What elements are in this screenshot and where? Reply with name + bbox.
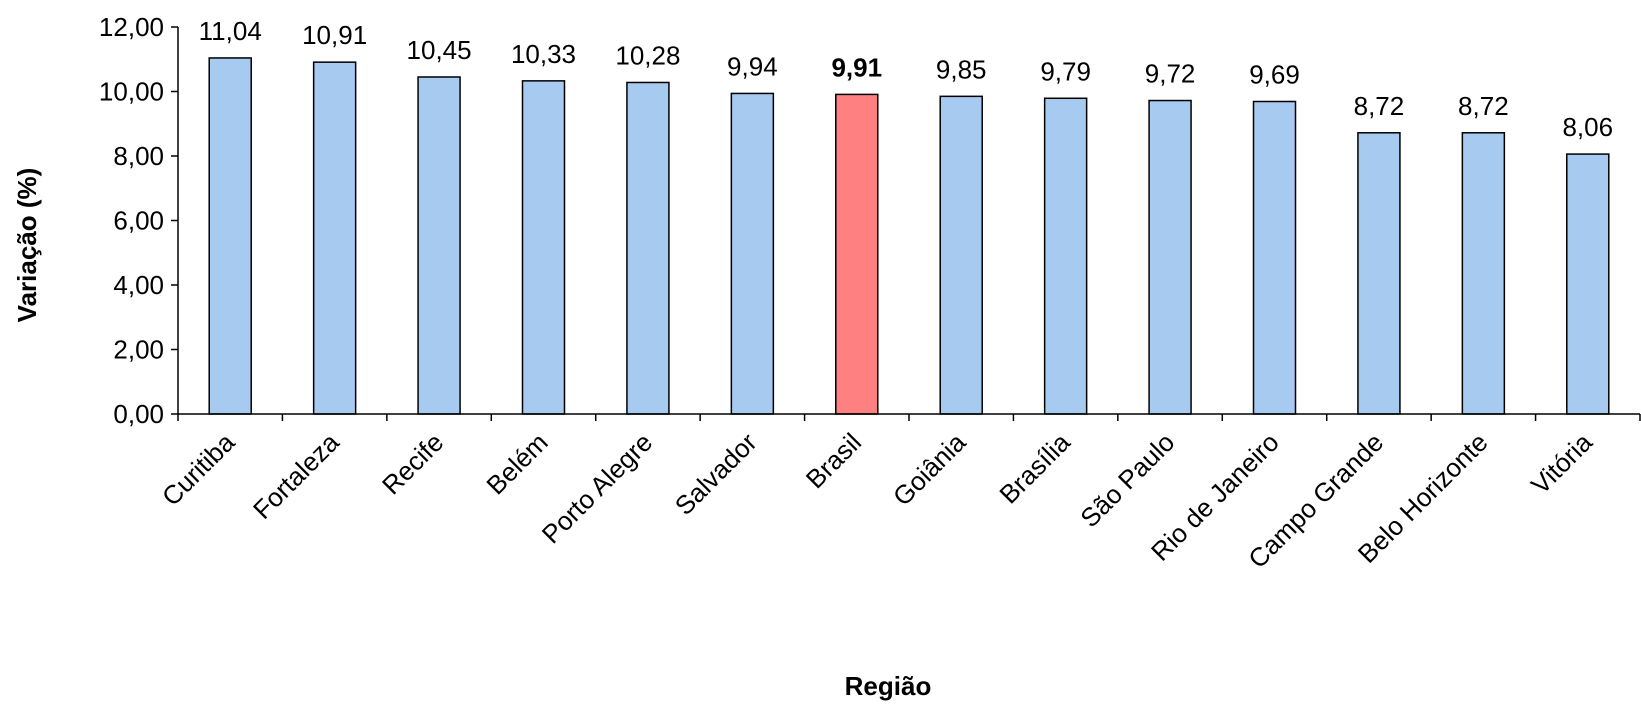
value-label: 9,69 [1249, 59, 1300, 89]
y-tick-label: 12,00 [99, 12, 164, 42]
bar-rio-de-janeiro [1252, 100, 1297, 415]
bar-recife [417, 76, 461, 415]
value-label: 10,45 [407, 35, 472, 65]
y-tick-label: 10,00 [99, 77, 164, 107]
bar-brasil [835, 93, 879, 415]
category-label: Brasil [800, 427, 867, 494]
value-label: 10,33 [511, 39, 576, 69]
bar-campo-grande [1357, 132, 1401, 415]
y-axis: 0,00 2,00 4,00 6,00 8,00 10,00 12,00 [99, 12, 179, 429]
bars-group [208, 57, 1610, 415]
value-label: 9,72 [1145, 59, 1196, 89]
value-label: 9,94 [727, 51, 778, 81]
value-label: 8,72 [1458, 91, 1509, 121]
y-tick-label: 6,00 [113, 206, 164, 236]
category-label: Belém [480, 427, 553, 500]
y-axis-title: Variação (%) [12, 168, 42, 323]
value-labels-group: 11,04 10,91 10,45 10,33 10,28 9,94 9,91 9,85 9,7… [199, 16, 1613, 142]
bar-belém [521, 80, 566, 415]
bar-goiânia [939, 95, 983, 415]
bar-belo-horizonte [1461, 132, 1506, 415]
y-tick-label: 4,00 [113, 270, 164, 300]
bar-curitiba [208, 57, 252, 415]
value-label: 10,91 [302, 20, 367, 50]
value-label: 11,04 [199, 16, 262, 46]
y-tick-label: 8,00 [113, 141, 164, 171]
category-label: Goiânia [887, 427, 972, 512]
value-label: 8,72 [1354, 91, 1405, 121]
x-axis-title: Região [845, 671, 932, 701]
bar-vitória [1566, 153, 1610, 415]
category-label: Salvador [669, 427, 763, 521]
y-tick-label: 0,00 [113, 399, 164, 429]
value-label: 10,28 [615, 40, 680, 70]
bar-salvador [730, 92, 775, 415]
value-label: 9,85 [936, 54, 987, 84]
category-label: Curitiba [156, 427, 241, 512]
category-label: São Paulo [1074, 427, 1180, 533]
bar-fortaleza [312, 61, 357, 415]
y-tick-label: 2,00 [113, 335, 164, 365]
bar-porto-alegre [626, 81, 670, 415]
value-label: 9,79 [1040, 56, 1091, 86]
bar-são-paulo [1148, 99, 1192, 415]
value-label: 8,06 [1562, 112, 1613, 142]
category-label: Vitória [1525, 427, 1598, 500]
category-label: Recife [376, 427, 449, 500]
category-label: Porto Alegre [536, 427, 658, 549]
category-label: Fortaleza [247, 427, 345, 525]
bar-brasília [1043, 97, 1088, 415]
category-label: Brasília [993, 427, 1076, 510]
value-label: 9,91 [831, 52, 882, 82]
